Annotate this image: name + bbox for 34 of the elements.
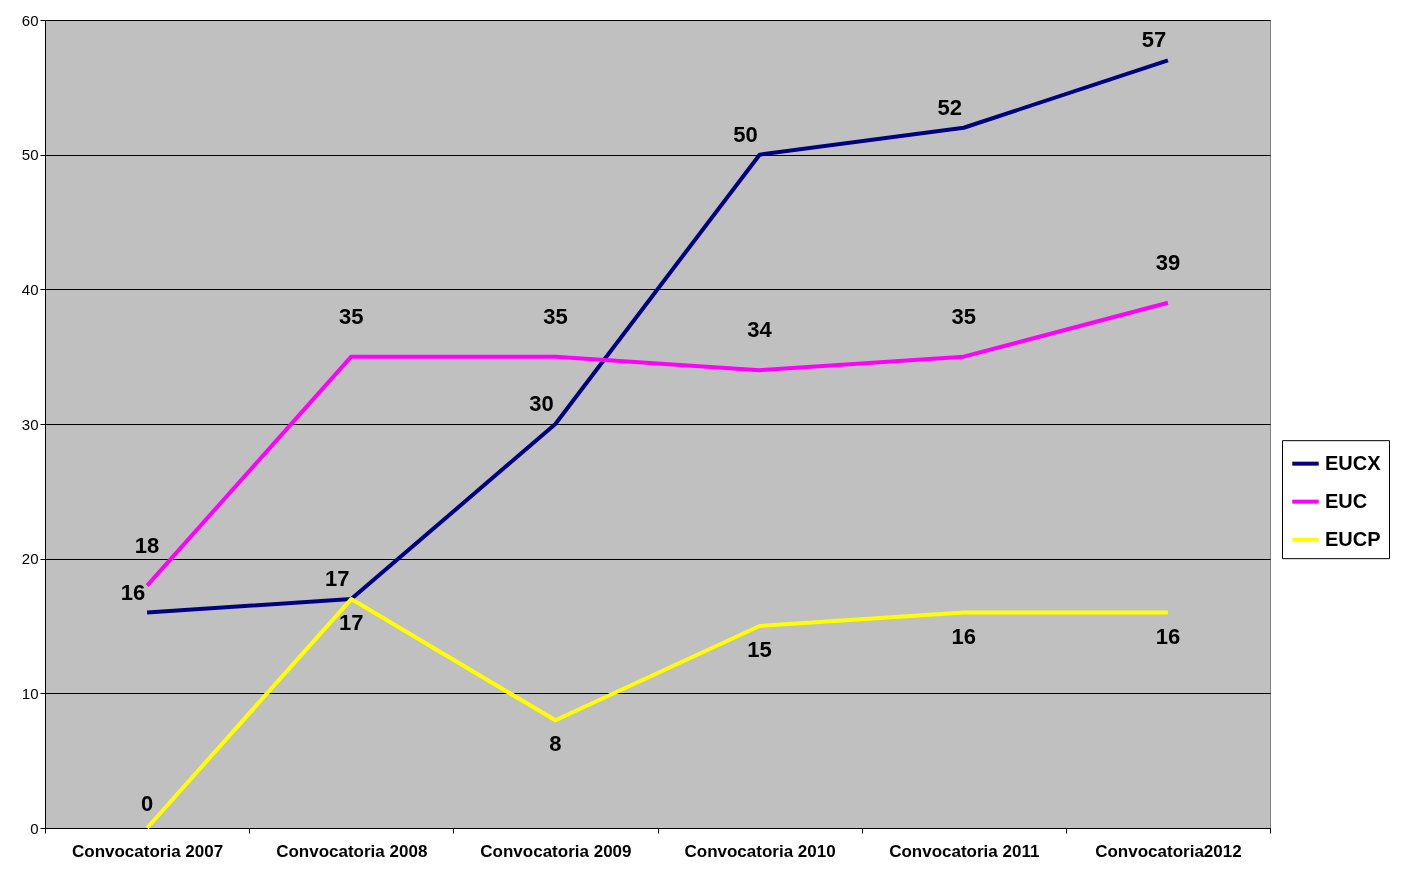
data-label: 0 — [140, 791, 154, 816]
data-label: 15 — [747, 637, 772, 662]
x-tick-label: Convocatoria2012 — [1095, 841, 1242, 861]
data-label: 16 — [120, 579, 146, 605]
legend-label: EUCX — [1325, 451, 1382, 474]
legend-label: EUC — [1325, 489, 1368, 512]
data-label: 16 — [951, 623, 976, 649]
x-tick-label: Convocatoria 2011 — [889, 841, 1040, 861]
x-tick-label: Convocatoria 2010 — [684, 841, 836, 861]
legend-label: EUCP — [1325, 527, 1381, 550]
data-label: 18 — [134, 532, 160, 558]
data-label: 50 — [733, 121, 758, 147]
data-label: 52 — [937, 94, 962, 120]
data-label: 34 — [747, 317, 773, 343]
data-label: 35 — [951, 303, 976, 329]
data-label: 39 — [1155, 249, 1181, 275]
data-label: 35 — [543, 303, 568, 329]
x-tick-label: Convocatoria 2007 — [71, 841, 224, 861]
x-tick-label: Convocatoria 2008 — [276, 841, 428, 861]
y-tick-label: 40 — [21, 280, 39, 298]
data-label: 17 — [325, 566, 350, 592]
data-label: 30 — [529, 391, 554, 416]
data-label: 57 — [1141, 27, 1167, 53]
x-tick-label: Convocatoria 2009 — [480, 841, 632, 861]
y-tick-label: 60 — [21, 11, 39, 29]
data-label: 35 — [339, 303, 364, 329]
y-tick-label: 30 — [21, 415, 39, 433]
data-label: 17 — [339, 610, 364, 636]
data-label: 8 — [549, 731, 562, 757]
y-tick-label: 0 — [30, 819, 39, 837]
y-tick-label: 50 — [21, 146, 39, 164]
data-label: 16 — [1155, 623, 1181, 649]
y-tick-label: 20 — [21, 550, 39, 568]
y-tick-label: 10 — [21, 684, 39, 702]
